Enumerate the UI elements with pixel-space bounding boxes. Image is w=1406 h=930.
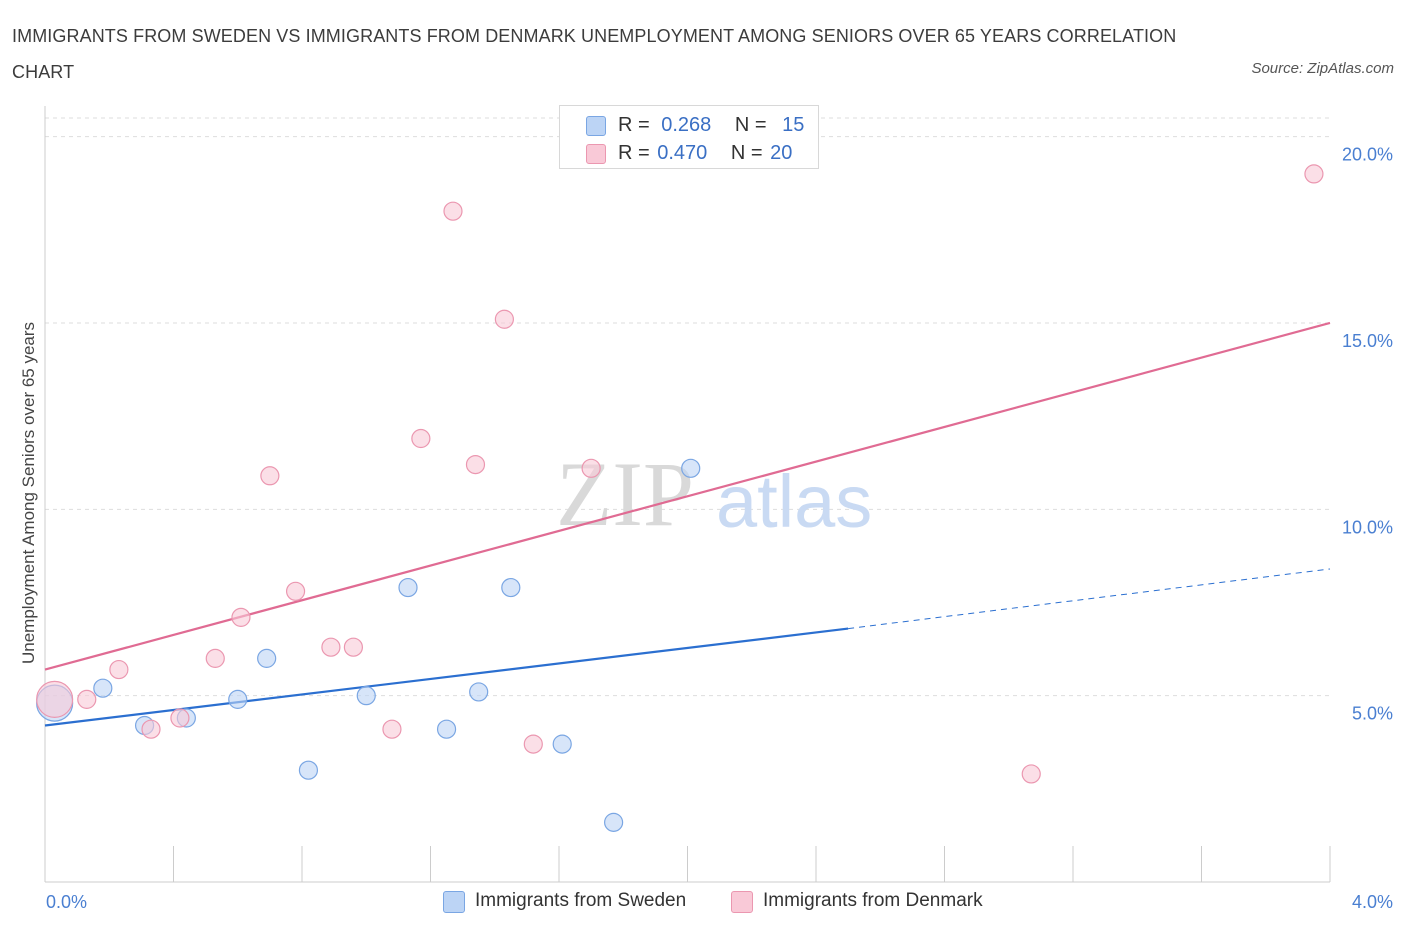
x-tick-label: 4.0% xyxy=(1352,892,1393,912)
data-point-denmark xyxy=(443,201,463,221)
watermark-zip: ZIP xyxy=(556,443,694,545)
data-point-denmark xyxy=(170,708,190,728)
source-label: Source: ZipAtlas.com xyxy=(1251,60,1394,77)
sweden-legend-swatch xyxy=(443,891,465,913)
data-point-sweden xyxy=(356,686,376,706)
data-point-sweden xyxy=(228,689,248,709)
data-point-sweden xyxy=(501,577,521,598)
r-value-denmark: 0.470 xyxy=(657,142,708,164)
sweden-swatch xyxy=(586,116,606,136)
correlation-legend: R = 0.268 N = 15 R = 0.470 N = 20 xyxy=(559,105,819,169)
data-point-denmark xyxy=(1021,764,1041,784)
data-point-sweden xyxy=(681,458,701,478)
data-point-denmark xyxy=(260,466,280,486)
n-label: N = xyxy=(734,114,767,136)
data-points xyxy=(36,164,1324,832)
chart-title: IMMIGRANTS FROM SWEDEN VS IMMIGRANTS FRO… xyxy=(12,26,1177,82)
data-point-sweden xyxy=(398,577,418,598)
x-tick-label: 0.0% xyxy=(46,892,87,912)
trend-extension-sweden xyxy=(848,568,1331,630)
y-tick-label: 20.0% xyxy=(1342,145,1393,165)
n-value-sweden: 15 xyxy=(782,114,805,136)
data-point-sweden xyxy=(552,734,572,754)
data-point-denmark xyxy=(205,648,225,668)
data-point-sweden xyxy=(436,719,457,739)
data-point-denmark xyxy=(77,689,97,709)
data-point-sweden xyxy=(298,760,319,780)
denmark-legend-label: Immigrants from Denmark xyxy=(763,890,983,911)
denmark-swatch xyxy=(586,144,606,164)
data-point-denmark xyxy=(231,607,251,627)
data-point-denmark xyxy=(141,719,161,739)
data-point-denmark xyxy=(321,637,341,657)
data-point-denmark xyxy=(494,309,514,329)
tick-labels: 5.0% 10.0% 15.0% 20.0% 0.0% 4.0% xyxy=(46,145,1393,912)
y-tick-label: 10.0% xyxy=(1342,517,1393,537)
data-point-denmark xyxy=(1304,164,1324,184)
data-point-sweden xyxy=(93,678,113,698)
trend-line-denmark xyxy=(44,321,1331,671)
trend-line-sweden xyxy=(44,627,849,727)
watermark: ZIP atlas xyxy=(556,443,872,545)
data-point-denmark xyxy=(523,734,543,754)
r-label: R = xyxy=(618,114,650,136)
data-point-sweden xyxy=(257,648,277,668)
data-point-denmark xyxy=(343,637,363,657)
y-axis-label: Unemployment Among Seniors over 65 years xyxy=(19,322,38,664)
legend-text-sweden: R = 0.268 N = 15 xyxy=(618,114,804,137)
legend-text-denmark: R = 0.470 N = 20 xyxy=(618,142,792,165)
data-point-denmark xyxy=(465,454,486,475)
sweden-legend-label: Immigrants from Sweden xyxy=(475,890,687,911)
axes xyxy=(44,106,1331,883)
r-label: R = xyxy=(618,142,650,164)
data-point-sweden xyxy=(469,682,489,702)
y-tick-label: 5.0% xyxy=(1352,704,1393,724)
data-point-denmark xyxy=(109,659,129,680)
y-tick-label: 15.0% xyxy=(1342,331,1393,351)
data-point-denmark xyxy=(36,680,74,718)
data-point-denmark xyxy=(285,581,306,601)
data-point-sweden xyxy=(604,812,624,832)
data-point-denmark xyxy=(382,719,402,739)
data-point-denmark xyxy=(581,458,601,478)
watermark-atlas: atlas xyxy=(716,460,872,543)
r-value-sweden: 0.268 xyxy=(661,114,712,136)
denmark-legend-swatch xyxy=(731,891,753,913)
n-label: N = xyxy=(730,142,763,164)
n-value-denmark: 20 xyxy=(770,142,793,164)
data-point-denmark xyxy=(411,428,431,449)
